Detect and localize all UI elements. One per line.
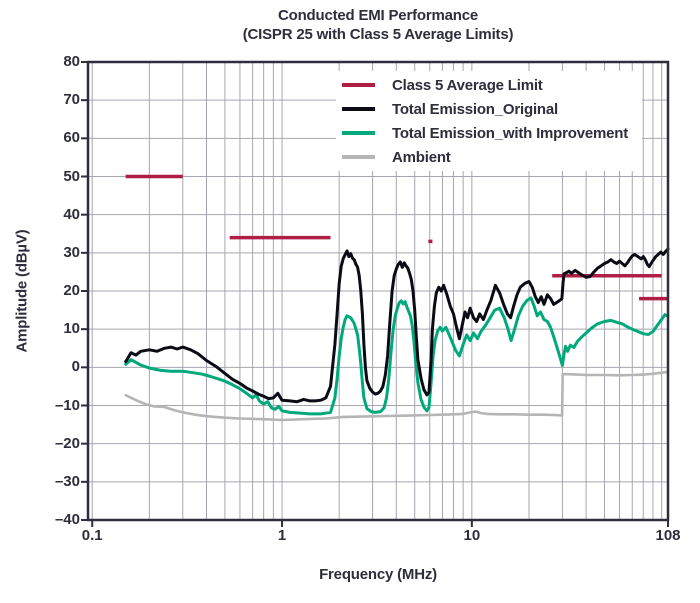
ambient-line-swatch [342, 155, 375, 159]
legend-item-ambient: Ambient [342, 145, 628, 169]
plot-border [86, 60, 670, 522]
y-tick-label: –20 [54, 434, 80, 452]
x-tick-label: 1 [277, 527, 287, 544]
legend-label: Ambient [392, 148, 451, 166]
original-line-swatch [342, 107, 375, 111]
legend-label: Total Emission_Original [392, 100, 558, 118]
y-tick-label: 70 [63, 91, 80, 109]
trace-improved [124, 296, 670, 416]
legend: Class 5 Average Limit Total Emission_Ori… [336, 71, 643, 171]
chart-title-block: Conducted EMI Performance (CISPR 25 with… [56, 6, 700, 44]
y-axis-title: Amplitude (dBµV) [13, 229, 31, 353]
improved-line-swatch [342, 131, 375, 135]
legend-item-improved: Total Emission_with Improvement [342, 121, 628, 145]
y-tick-label: –30 [54, 472, 80, 490]
legend-label: Class 5 Average Limit [392, 76, 543, 94]
x-tick-label: 10 [463, 527, 481, 544]
y-tick-label: 40 [63, 205, 80, 223]
legend-item-class5-limit: Class 5 Average Limit [342, 73, 628, 97]
y-tick-label: 60 [63, 129, 80, 147]
y-tick-label: 80 [63, 53, 80, 70]
trace-ambient [124, 370, 670, 422]
y-tick-label: 0 [71, 358, 80, 376]
y-tick-label: 10 [63, 320, 80, 338]
class5-limit-line-swatch [342, 83, 375, 87]
y-tick-label: –40 [54, 511, 80, 528]
x-tick-label: 0.1 [81, 527, 103, 544]
y-tick-label: 20 [63, 282, 80, 299]
chart-subtitle: (CISPR 25 with Class 5 Average Limits) [242, 26, 514, 43]
legend-label: Total Emission_with Improvement [392, 124, 629, 142]
y-tick-label: 30 [63, 243, 80, 261]
chart-title: Conducted EMI Performance [277, 7, 479, 24]
x-tick-label: 108 [655, 527, 681, 544]
legend-item-original: Total Emission_Original [342, 97, 628, 121]
y-tick-label: –10 [54, 396, 80, 414]
trace-original [124, 247, 670, 404]
x-axis-title: Frequency (MHz) [319, 566, 437, 583]
y-tick-label: 50 [63, 167, 80, 185]
